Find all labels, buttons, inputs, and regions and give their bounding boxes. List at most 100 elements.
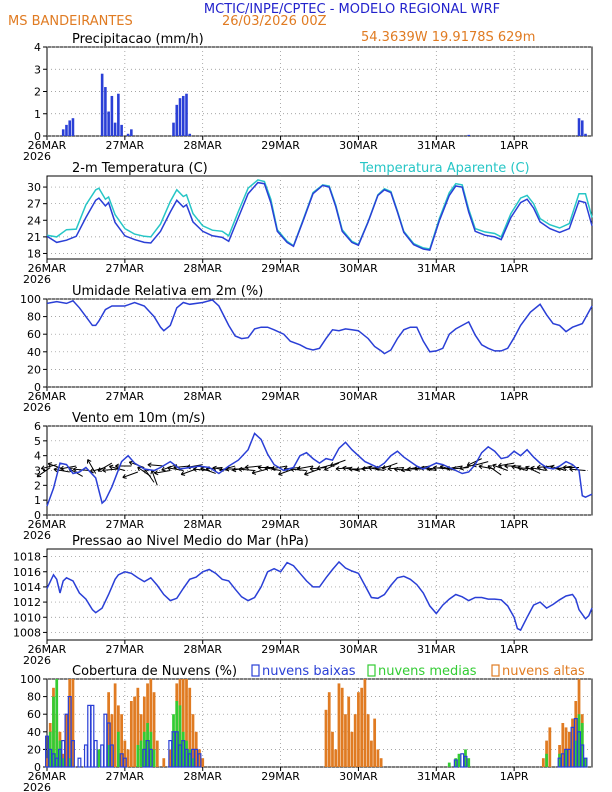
cloud-bar-mid [55,679,59,767]
precip-bar [65,124,68,136]
cloud-bar-high [201,758,205,767]
y-tick-label: 20 [27,743,41,756]
cloud-bar-high [370,740,373,767]
wind-vector [487,465,502,476]
precip-bar [185,93,188,136]
x-tick-label: 30MAR [339,518,378,531]
wind-vector-head [122,473,127,479]
panel-rh: 0 20 40 60 80 100 26MAR 27MAR 28MAR 29MAR 30MAR 31M… [20,284,593,414]
cloud-bar-high [324,709,328,767]
series-line [46,179,593,250]
wind-vector-head [47,462,53,468]
x-tick-label: 27MAR [106,139,145,152]
x-tick-label: 29MAR [261,643,300,656]
cloud-bar-low [453,759,458,768]
x-tick-label: 1APR [500,770,529,783]
x-tick-label: 30MAR [339,139,378,152]
wind-vector-head [40,465,46,471]
cloud-bar-mid [457,753,461,767]
y-tick-label: 60 [27,328,41,341]
cloud-bar-low [70,739,75,768]
cloud-bar-mid [188,749,192,767]
wind-vector [53,468,70,473]
y-tick-label: 24 [27,214,41,227]
cloud-bar-mid [152,749,156,767]
wind-vector-head [167,465,172,471]
y-tick-label: 40 [27,726,41,739]
wind-vector-head [238,466,243,472]
wind-vector-head [394,466,399,472]
y-tick-label: 60 [27,708,41,721]
cloud-bar-mid [139,740,143,767]
x-tick-label: 27MAR [106,770,145,783]
panel-pmsl: 1008 1010 1012 1014 1016 1018 26MAR 27MAR 28MAR 2… [13,534,593,667]
wind-vector [530,467,547,471]
cloud-bar-mid [577,714,581,767]
precip-bar [126,133,130,136]
x-tick-label: 26MAR [28,770,67,783]
wind-vector [73,468,90,471]
precip-bar [120,124,123,136]
cloud-bar-high [149,679,153,767]
cloud-bar-high [198,749,201,767]
wind-vector-head [342,465,347,471]
x-tick-label: 31MAR [417,643,456,656]
precip-bar [172,122,175,136]
cloud-bar-low [100,744,105,768]
cloud-bar-high [564,727,568,767]
cloud-bar-high [129,701,133,767]
cloud-bar-high [185,679,188,767]
y-tick-label: 1018 [13,551,41,564]
cloud-bar-high [188,687,192,767]
legend-label: nuvens baixas [262,664,356,679]
legend-swatch [251,664,260,677]
cloud-bar-high [126,749,130,767]
x-tick-label: 1APR [500,262,529,275]
station-location: 54.3639W 19.9178S 629m [361,30,535,45]
y-tick-label: 1 [34,108,41,121]
cloud-bar-low [148,748,153,768]
x-tick-label: 28MAR [183,643,222,656]
cloud-bar-low [90,704,95,768]
wind-vector [151,470,158,486]
cloud-bar-high [334,749,338,767]
wind-vector [466,458,482,466]
cloud-bar-high [541,758,545,767]
precip-bar [107,111,110,136]
cloud-bar-mid [52,696,55,767]
panel-temp: 18 21 24 27 30 26MAR 27MAR 28MAR 29MAR 30MAR 31MAR… [23,161,593,286]
wind-vector [87,459,97,474]
cloud-bar-mid [178,705,182,767]
wind-vector-head [192,466,198,472]
cloud-bar-mid [564,749,568,767]
wind-vector-head [504,463,509,469]
cloud-bar-high [337,683,341,767]
wind-vector-head [86,459,92,464]
cloud-bar-mid [545,753,548,767]
x-tick-label: 30MAR [339,390,378,403]
cloud-bar-low [463,755,468,768]
cloud-bar-high [344,714,347,767]
x-tick-label: 1APR [500,518,529,531]
cloud-bar-low [460,753,465,768]
cloud-bar-high [376,749,380,767]
cloud-bar-high [168,749,172,767]
wind-vector [245,465,262,468]
y-tick-label: 3 [34,465,41,478]
precip-bar [467,134,471,136]
wind-vector-head [487,465,493,470]
legend-label: nuvens medias [378,664,477,679]
wind-vector-head [60,465,65,471]
wind-vector [102,468,119,471]
x-year-label: 2026 [23,529,51,542]
wind-vector-head [525,465,530,471]
x-tick-label: 29MAR [261,518,300,531]
cloud-bar-high [360,687,364,767]
wind-vector [330,459,346,467]
precip-bar [577,118,581,136]
x-tick-label: 31MAR [417,770,456,783]
x-tick-label: 28MAR [183,390,222,403]
wind-vector-head [361,466,366,472]
wind-vector-head [530,465,535,471]
